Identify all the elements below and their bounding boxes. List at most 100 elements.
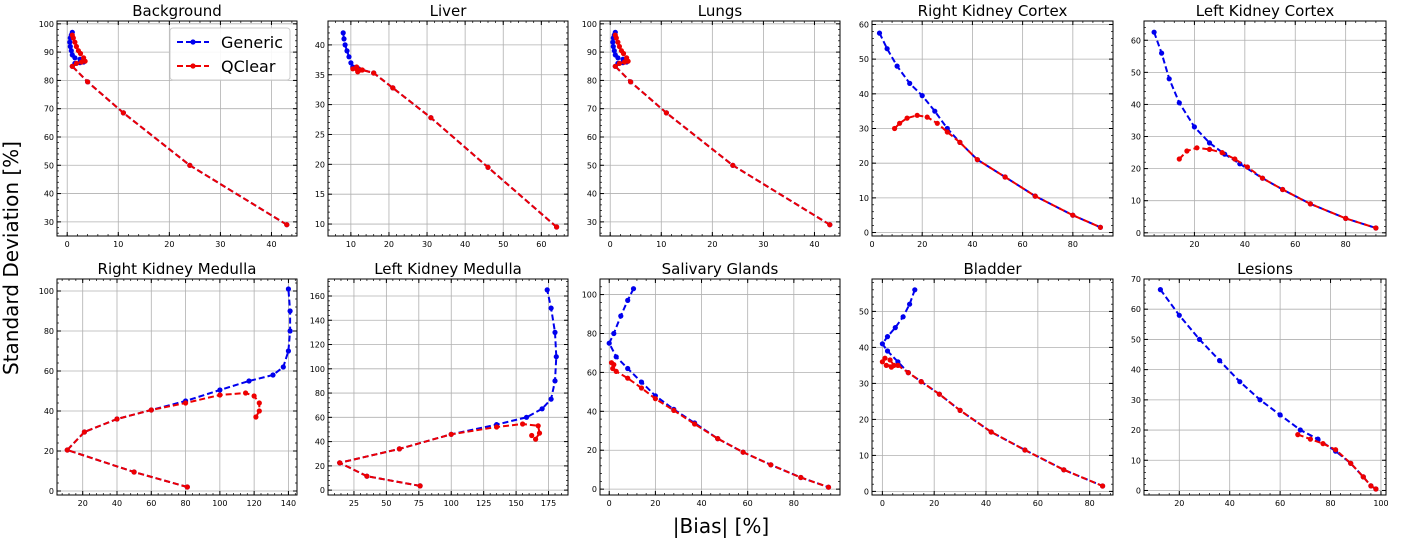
axes-frame bbox=[327, 20, 569, 237]
data-point-qclear bbox=[613, 368, 619, 374]
data-point-qclear bbox=[64, 447, 70, 453]
subplot-left-kidney-medulla: 25 50 75 100 125 150 175 0 20 40 60 80 100 120 140 160 L… bbox=[310, 260, 569, 508]
series-group bbox=[1151, 29, 1379, 231]
data-point-qclear bbox=[85, 79, 91, 85]
y-tick-label: 120 bbox=[310, 341, 325, 350]
data-point-generic bbox=[876, 30, 883, 36]
data-point-qclear bbox=[256, 400, 262, 406]
data-point-generic bbox=[610, 43, 616, 50]
data-point-qclear bbox=[337, 460, 343, 466]
data-point-qclear bbox=[825, 484, 832, 490]
series-line-generic bbox=[342, 32, 558, 228]
y-tick-label: 100 bbox=[39, 20, 54, 29]
subplot-title: Lesions bbox=[1237, 260, 1293, 278]
x-tick-label: 50 bbox=[381, 499, 391, 508]
subplot-title: Liver bbox=[430, 2, 468, 20]
y-tick-label: 80 bbox=[44, 76, 54, 85]
y-tick-label: 0 bbox=[1136, 229, 1141, 238]
data-point-generic bbox=[1157, 287, 1163, 293]
data-point-generic bbox=[553, 354, 559, 360]
data-point-qclear bbox=[357, 67, 363, 73]
y-tick-label: 20 bbox=[44, 447, 54, 456]
x-tick-label: 100 bbox=[212, 499, 227, 508]
data-point-generic bbox=[552, 329, 558, 335]
series-line-generic bbox=[336, 289, 558, 487]
data-point-generic bbox=[625, 365, 631, 372]
y-tick-label: 60 bbox=[44, 133, 54, 142]
data-point-generic bbox=[285, 348, 291, 354]
data-point-generic bbox=[1237, 379, 1243, 385]
data-point-qclear bbox=[217, 392, 223, 398]
data-point-generic bbox=[67, 43, 73, 50]
x-tick-label: 25 bbox=[349, 499, 359, 508]
x-tick-label: 80 bbox=[180, 499, 190, 508]
y-tick-label: 80 bbox=[315, 389, 325, 398]
data-point-qclear bbox=[671, 407, 677, 413]
data-point-qclear bbox=[883, 362, 889, 368]
data-point-generic bbox=[625, 297, 631, 303]
subplot-lesions: 20 40 60 80 100 0 10 20 30 40 50 60 70 Lesions bbox=[1131, 260, 1389, 508]
y-tick-label: 0 bbox=[864, 487, 869, 496]
series-line-generic bbox=[1159, 289, 1377, 490]
data-point-qclear bbox=[417, 483, 423, 489]
x-tick-label: 40 bbox=[967, 240, 977, 249]
data-point-qclear bbox=[390, 85, 396, 91]
data-point-generic bbox=[246, 378, 252, 384]
data-point-qclear bbox=[610, 365, 616, 372]
data-point-qclear bbox=[1333, 447, 1339, 453]
x-tick-label: 20 bbox=[929, 499, 939, 508]
y-tick-label: 90 bbox=[587, 48, 597, 57]
data-point-generic bbox=[912, 287, 918, 293]
data-point-qclear bbox=[1360, 474, 1366, 480]
data-point-qclear bbox=[350, 66, 356, 72]
series-line-qclear bbox=[610, 361, 829, 489]
y-tick-label: 10 bbox=[859, 451, 869, 460]
axes-frame bbox=[871, 278, 1114, 496]
data-point-qclear bbox=[75, 48, 81, 54]
series-line-generic bbox=[608, 288, 829, 489]
data-point-generic bbox=[1257, 397, 1263, 403]
data-point-qclear bbox=[1343, 215, 1349, 221]
x-tick-label: 0 bbox=[607, 499, 612, 508]
x-tick-label: 30 bbox=[422, 240, 432, 249]
y-tick-label: 40 bbox=[587, 407, 597, 416]
data-point-qclear bbox=[768, 462, 774, 468]
y-tick-label: 60 bbox=[859, 20, 869, 29]
x-tick-label: 20 bbox=[707, 240, 717, 249]
legend-marker-qclear bbox=[190, 63, 196, 69]
data-point-qclear bbox=[1307, 436, 1313, 442]
data-point-qclear bbox=[184, 484, 190, 490]
x-tick-label: 125 bbox=[476, 499, 491, 508]
y-tick-label: 70 bbox=[587, 105, 597, 114]
data-point-qclear bbox=[1022, 447, 1028, 453]
subplot-lungs: 0 10 20 30 40 30 40 50 60 70 80 90 100 Lungs bbox=[582, 2, 841, 249]
data-point-qclear bbox=[1219, 150, 1225, 156]
data-point-qclear bbox=[148, 407, 154, 413]
data-point-generic bbox=[1297, 427, 1303, 433]
data-point-generic bbox=[1277, 412, 1283, 418]
figure-ylabel: Standard Deviation [%] bbox=[0, 141, 23, 375]
data-point-qclear bbox=[615, 39, 621, 45]
axes-frame bbox=[599, 278, 841, 496]
data-point-generic bbox=[919, 93, 925, 99]
y-tick-label: 20 bbox=[1131, 426, 1141, 435]
data-point-qclear bbox=[536, 430, 543, 436]
data-point-generic bbox=[900, 314, 906, 320]
y-tick-label: 140 bbox=[310, 316, 325, 325]
data-point-qclear bbox=[612, 32, 618, 38]
series-group bbox=[879, 287, 1106, 489]
data-point-qclear bbox=[934, 120, 940, 126]
data-point-qclear bbox=[944, 129, 950, 135]
data-point-generic bbox=[1196, 336, 1203, 342]
data-point-qclear bbox=[936, 391, 943, 397]
y-tick-label: 50 bbox=[859, 307, 869, 316]
data-point-generic bbox=[280, 364, 286, 370]
data-point-generic bbox=[1191, 124, 1197, 130]
data-point-generic bbox=[611, 48, 617, 54]
data-point-qclear bbox=[114, 416, 120, 422]
x-tick-label: 40 bbox=[112, 499, 122, 508]
y-tick-label: 60 bbox=[1131, 36, 1141, 45]
y-tick-label: 30 bbox=[859, 379, 869, 388]
x-tick-label: 40 bbox=[1240, 240, 1250, 249]
subplot-title: Left Kidney Cortex bbox=[1196, 2, 1335, 20]
